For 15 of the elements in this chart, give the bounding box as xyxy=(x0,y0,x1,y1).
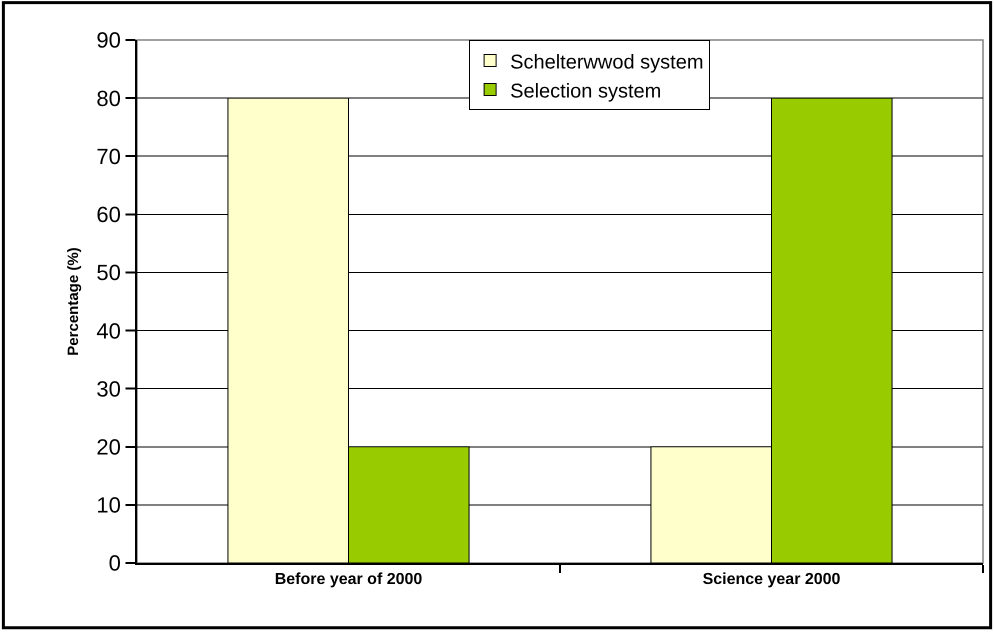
y-tick-label: 70 xyxy=(96,144,121,169)
x-tick-label: Science year 2000 xyxy=(702,570,841,588)
y-tick-label: 80 xyxy=(96,86,121,111)
y-tick-label: 50 xyxy=(96,260,121,286)
y-tick-label: 40 xyxy=(96,318,121,344)
y-tick-label: 30 xyxy=(96,376,121,402)
y-tick-label: 10 xyxy=(96,492,121,518)
y-tick-label: 90 xyxy=(96,28,121,53)
legend-label: Schelterwwod system xyxy=(510,51,704,74)
y-tick-label: 0 xyxy=(108,550,121,576)
legend-label: Selection system xyxy=(510,80,662,102)
y-tick-label: 60 xyxy=(96,202,121,228)
y-axis-title: Percentage (%) xyxy=(65,247,82,356)
y-tick-label: 20 xyxy=(96,434,121,460)
x-tick-label: Before year of 2000 xyxy=(274,570,422,588)
